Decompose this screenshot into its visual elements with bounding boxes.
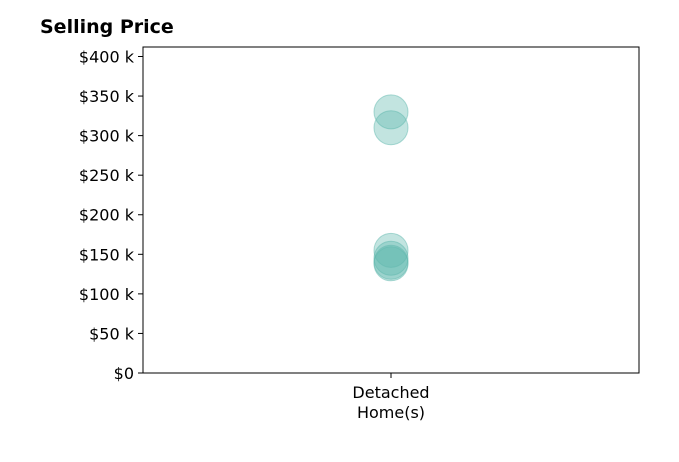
x-tick-label: Detached xyxy=(352,383,429,402)
y-tick-label: $300 k xyxy=(79,127,135,146)
chart-title: Selling Price xyxy=(40,16,174,38)
y-tick-label: $150 k xyxy=(79,245,135,264)
data-point xyxy=(373,246,409,282)
y-tick-label: $100 k xyxy=(79,285,135,304)
data-point xyxy=(373,110,409,146)
y-tick-label: $0 xyxy=(114,364,134,383)
y-tick-label: $200 k xyxy=(79,206,135,225)
y-tick-label: $350 k xyxy=(79,87,135,106)
y-tick-label: $50 k xyxy=(89,324,135,343)
data-point xyxy=(373,232,409,268)
y-tick-label: $250 k xyxy=(79,166,135,185)
data-point xyxy=(373,94,409,130)
y-axis: $0 $50 k $100 k $150 k $200 k $250 k $300 k $35… xyxy=(79,47,143,383)
y-tick-label: $400 k xyxy=(79,47,135,66)
data-points xyxy=(373,94,409,282)
x-tick-label: Home(s) xyxy=(357,403,425,422)
